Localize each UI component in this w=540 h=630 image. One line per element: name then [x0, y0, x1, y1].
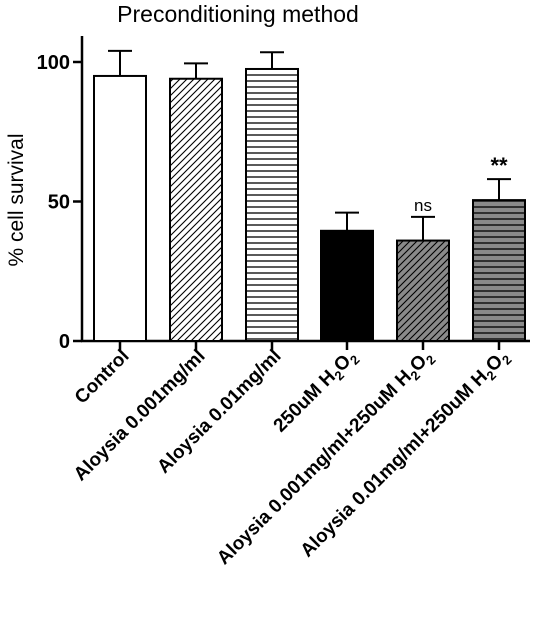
x-category-label: Aloysia 0.001mg/ml: [70, 346, 210, 486]
chart-title: Preconditioning method: [117, 1, 359, 27]
x-category-label: Aloysia 0.01mg/ml: [153, 346, 285, 478]
bar: [93, 74, 147, 342]
bar: [472, 199, 526, 342]
bars-group: [93, 67, 526, 343]
y-ticks: 0 50 100: [37, 52, 82, 353]
bar: [396, 239, 450, 342]
error-bars-group: [108, 49, 511, 241]
y-tick-label: 100: [37, 52, 70, 74]
annotations-group: ns **: [414, 153, 508, 215]
x-ticks: [118, 341, 501, 350]
bar: [245, 67, 299, 342]
y-axis-label: % cell survival: [5, 133, 28, 266]
bar: [320, 229, 374, 342]
y-tick-label: 0: [59, 331, 70, 353]
y-tick-label: 50: [48, 192, 70, 214]
bar: [169, 77, 223, 343]
significance-label: **: [490, 153, 508, 178]
significance-label: ns: [414, 196, 432, 215]
x-category-label: Control: [71, 346, 134, 409]
